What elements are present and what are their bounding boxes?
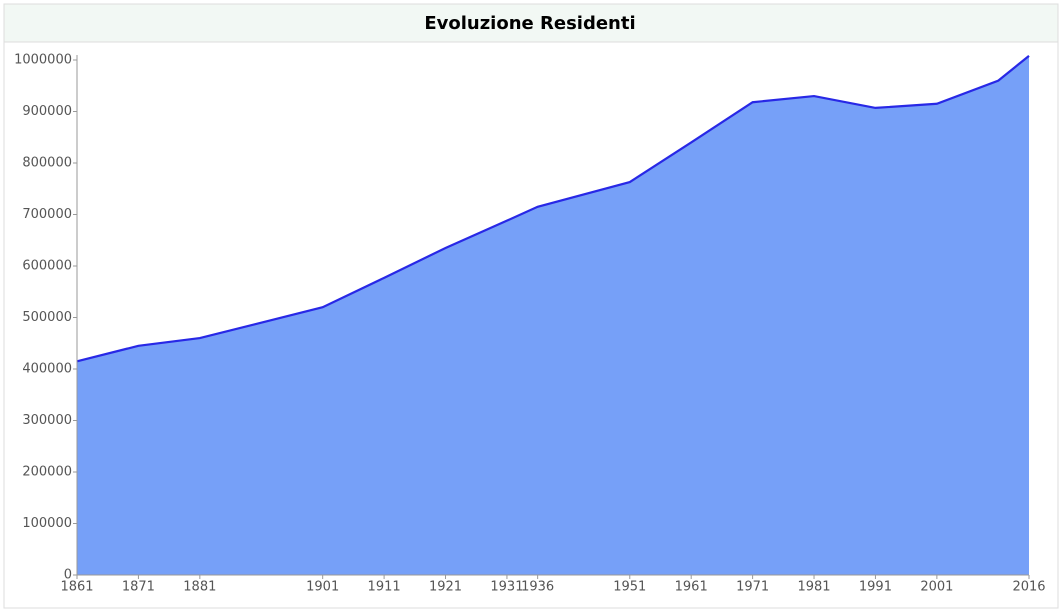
y-tick-label: 800000	[22, 156, 72, 171]
x-tick-label: 1936	[521, 580, 554, 595]
x-tick-label: 1931	[490, 580, 523, 595]
x-tick-label: 1951	[613, 580, 646, 595]
y-tick-label: 1000000	[14, 53, 72, 68]
y-tick-label: 900000	[22, 104, 72, 119]
y-tick-label: 700000	[22, 207, 72, 222]
x-tick-label: 1991	[859, 580, 892, 595]
y-tick-label: 600000	[22, 259, 72, 274]
x-tick-label: 1881	[183, 580, 216, 595]
x-tick-label: 1971	[736, 580, 769, 595]
x-tick-label: 1911	[368, 580, 401, 595]
x-tick-label: 1861	[60, 580, 93, 595]
y-tick-label: 0	[64, 568, 72, 583]
chart-title: Evoluzione Residenti	[424, 13, 635, 34]
y-tick-label: 300000	[22, 413, 72, 428]
x-tick-label: 2001	[920, 580, 953, 595]
title-bar	[3, 3, 1059, 43]
x-tick-label: 1901	[306, 580, 339, 595]
x-tick-label: 2016	[1012, 580, 1045, 595]
x-tick-label: 1921	[429, 580, 462, 595]
y-tick-label: 500000	[22, 310, 72, 325]
y-tick-label: 200000	[22, 465, 72, 480]
x-tick-label: 1871	[122, 580, 155, 595]
x-tick-label: 1961	[675, 580, 708, 595]
line	[76, 55, 1030, 363]
area	[77, 55, 1029, 575]
y-tick-label: 100000	[22, 516, 72, 531]
y-tick-label: 400000	[22, 362, 72, 377]
x-tick-label: 1981	[797, 580, 830, 595]
